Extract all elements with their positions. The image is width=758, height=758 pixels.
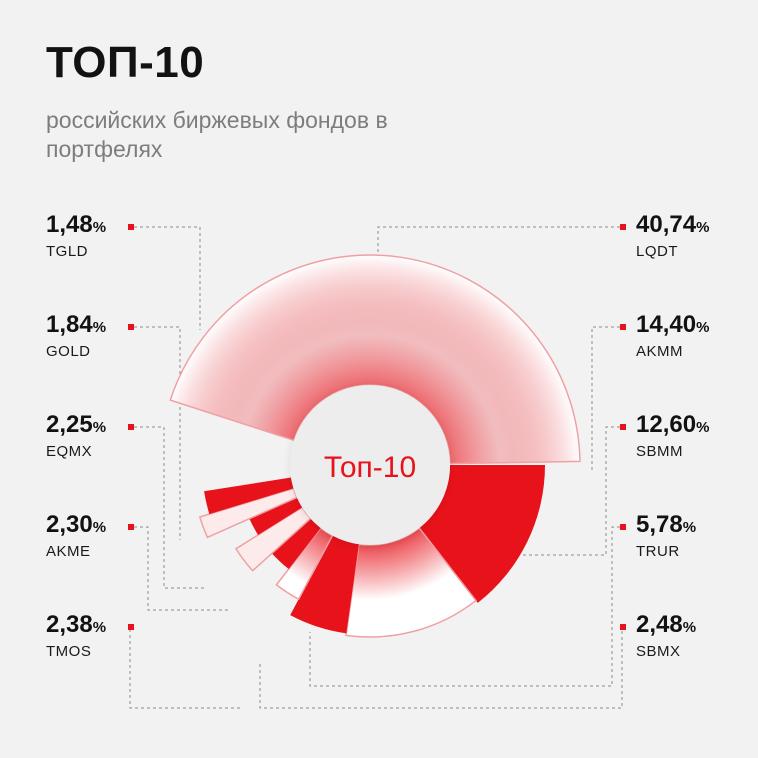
value-dec-akme: ,30 (59, 511, 93, 538)
value-int-trur: 5 (636, 511, 650, 538)
value-int-tmos: 2 (46, 611, 60, 638)
unit-sbmx: % (682, 619, 697, 636)
ticker-tgld: TGLD (46, 243, 89, 260)
ticker-trur: TRUR (636, 543, 680, 560)
value-akmm: 14,40% (636, 312, 709, 341)
unit-sbmm: % (696, 419, 710, 436)
value-int-eqmx: 2 (46, 411, 60, 438)
value-sbmm: 12,60% (636, 412, 709, 441)
value-dec-gold: ,84 (59, 311, 93, 338)
marker-tgld (128, 224, 134, 230)
value-dec-tmos: ,38 (59, 611, 93, 638)
value-int-tgld: 1 (46, 211, 60, 238)
value-dec-trur: ,78 (649, 511, 683, 538)
value-dec-lqdt: ,74 (662, 211, 697, 238)
connector-tmos (129, 626, 240, 709)
value-dec-akmm: ,40 (662, 311, 697, 338)
value-dec-sbmm: ,60 (662, 411, 697, 438)
marker-akmm (620, 324, 626, 330)
ticker-gold: GOLD (46, 343, 91, 360)
unit-akmm: % (696, 319, 710, 336)
page-subtitle: российских биржевых фондов в портфелях (46, 107, 388, 162)
value-int-gold: 1 (46, 311, 60, 338)
value-tgld: 1,48% (46, 212, 106, 241)
label-akmm: 14,40% AKMM (636, 312, 709, 361)
slice-akmm (419, 465, 545, 603)
connector-sbmx (259, 626, 623, 709)
marker-gold (128, 324, 134, 330)
slice-tgld (204, 477, 294, 515)
label-tmos: 2,38% TMOS (46, 612, 106, 661)
chart-slices (169, 254, 581, 638)
marker-sbmm (620, 424, 626, 430)
marker-trur (620, 524, 626, 530)
value-dec-tgld: ,48 (59, 211, 93, 238)
value-akme: 2,30% (46, 512, 106, 541)
unit-eqmx: % (92, 419, 107, 436)
value-int-akmm: 14 (636, 311, 663, 338)
unit-lqdt: % (696, 219, 710, 236)
unit-trur: % (682, 519, 697, 536)
label-akme: 2,30% AKME (46, 512, 106, 561)
connector-akmm (591, 326, 620, 470)
marker-lqdt (620, 224, 626, 230)
marker-sbmx (620, 624, 626, 630)
slice-trur (290, 535, 359, 634)
value-int-akme: 2 (46, 511, 60, 538)
center-circle (290, 385, 450, 545)
label-markers (128, 224, 626, 630)
value-int-lqdt: 40 (636, 211, 663, 238)
ticker-akme: AKME (46, 543, 91, 560)
value-int-sbmx: 2 (636, 611, 650, 638)
label-lqdt: 40,74% LQDT (636, 212, 709, 261)
page-title: ТОП-10 (46, 38, 205, 87)
label-trur: 5,78% TRUR (636, 512, 696, 561)
value-trur: 5,78% (636, 512, 696, 541)
marker-eqmx (128, 424, 134, 430)
ticker-lqdt: LQDT (636, 243, 679, 260)
label-sbmx: 2,48% SBMX (636, 612, 696, 661)
connector-gold (134, 326, 181, 540)
value-int-sbmm: 12 (636, 411, 663, 438)
ticker-sbmx: SBMX (636, 643, 681, 660)
ticker-eqmx: EQMX (46, 443, 93, 460)
ticker-tmos: TMOS (46, 643, 92, 660)
marker-akme (128, 524, 134, 530)
marker-tmos (128, 624, 134, 630)
connector-tgld (134, 226, 201, 330)
value-dec-eqmx: ,25 (59, 411, 93, 438)
value-lqdt: 40,74% (636, 212, 709, 241)
connector-eqmx (134, 426, 205, 589)
unit-tgld: % (92, 219, 107, 236)
value-gold: 1,84% (46, 312, 106, 341)
connector-sbmm (520, 426, 620, 556)
slice-eqmx (249, 497, 303, 535)
unit-akme: % (92, 519, 107, 536)
label-tgld: 1,48% TGLD (46, 212, 106, 261)
value-dec-sbmx: ,48 (649, 611, 683, 638)
connector-akme (134, 526, 228, 611)
value-sbmx: 2,48% (636, 612, 696, 641)
ticker-akmm: AKMM (636, 343, 683, 360)
value-tmos: 2,38% (46, 612, 106, 641)
label-gold: 1,84% GOLD (46, 312, 106, 361)
label-eqmx: 2,25% EQMX (46, 412, 106, 461)
slice-tmos (271, 518, 321, 570)
connector-lqdt (377, 226, 620, 262)
ticker-sbmm: SBMM (636, 443, 683, 460)
unit-tmos: % (92, 619, 107, 636)
center-label: Топ-10 (324, 451, 416, 484)
connector-trur (309, 526, 620, 687)
value-eqmx: 2,25% (46, 412, 106, 441)
unit-gold: % (92, 319, 107, 336)
label-sbmm: 12,60% SBMM (636, 412, 709, 461)
